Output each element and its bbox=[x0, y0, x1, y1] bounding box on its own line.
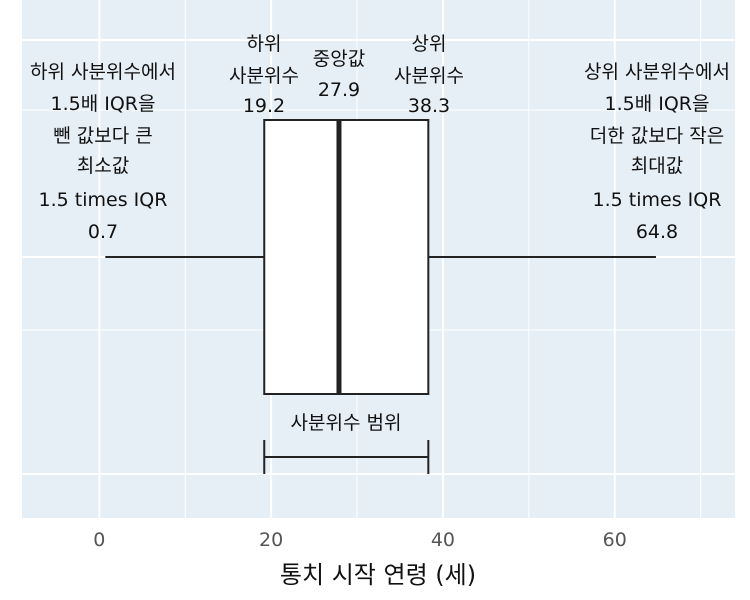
upper-whisker-label-line: 1.5배 IQR을 bbox=[605, 93, 710, 115]
lower-whisker-label-line: 뺀 값보다 큰 bbox=[53, 125, 152, 147]
lower-whisker-value: 0.7 bbox=[88, 221, 118, 243]
median-value: 27.9 bbox=[318, 79, 360, 101]
x-tick-label: 0 bbox=[93, 529, 105, 551]
q3-label-line: 상위 bbox=[412, 33, 447, 55]
annotation-lower-whisker: 하위 사분위수에서 1.5배 IQR을 뺀 값보다 큰 최소값 1.5 time… bbox=[30, 61, 176, 243]
annotation-q3: 상위 사분위수 38.3 bbox=[394, 33, 464, 117]
q1-label-line: 사분위수 bbox=[229, 65, 299, 87]
upper-whisker-label-line: 상위 사분위수에서 bbox=[584, 61, 730, 83]
annotation-upper-whisker: 상위 사분위수에서 1.5배 IQR을 더한 값보다 작은 최대값 1.5 ti… bbox=[584, 61, 730, 243]
iqr-label: 사분위수 범위 bbox=[291, 412, 402, 434]
annotation-q1: 하위 사분위수 19.2 bbox=[229, 33, 299, 117]
upper-whisker-label-line: 1.5 times IQR bbox=[593, 189, 722, 211]
x-tick-label: 60 bbox=[603, 529, 627, 551]
q3-value: 38.3 bbox=[408, 95, 450, 117]
iqr-box bbox=[263, 119, 430, 395]
upper-whisker-label-line: 더한 값보다 작은 bbox=[590, 125, 724, 147]
lower-whisker-label-line: 1.5 times IQR bbox=[39, 189, 168, 211]
upper-whisker-label-line: 최대값 bbox=[631, 155, 683, 177]
x-tick-label: 20 bbox=[259, 529, 283, 551]
x-tick-label: 40 bbox=[431, 529, 455, 551]
q3-label-line: 사분위수 bbox=[394, 65, 464, 87]
q1-label-line: 하위 bbox=[247, 33, 282, 55]
annotation-median: 중앙값 27.9 bbox=[313, 48, 365, 101]
median-label: 중앙값 bbox=[313, 48, 365, 70]
lower-whisker-label-line: 하위 사분위수에서 bbox=[30, 61, 176, 83]
iqr-bracket bbox=[263, 440, 430, 474]
lower-whisker-label-line: 1.5배 IQR을 bbox=[51, 93, 156, 115]
x-axis-title: 통치 시작 연령 (세) bbox=[280, 561, 476, 589]
lower-whisker-label-line: 최소값 bbox=[77, 155, 129, 177]
q1-value: 19.2 bbox=[243, 95, 285, 117]
x-axis-ticks: 0 20 40 60 bbox=[93, 529, 627, 551]
upper-whisker-value: 64.8 bbox=[636, 221, 678, 243]
